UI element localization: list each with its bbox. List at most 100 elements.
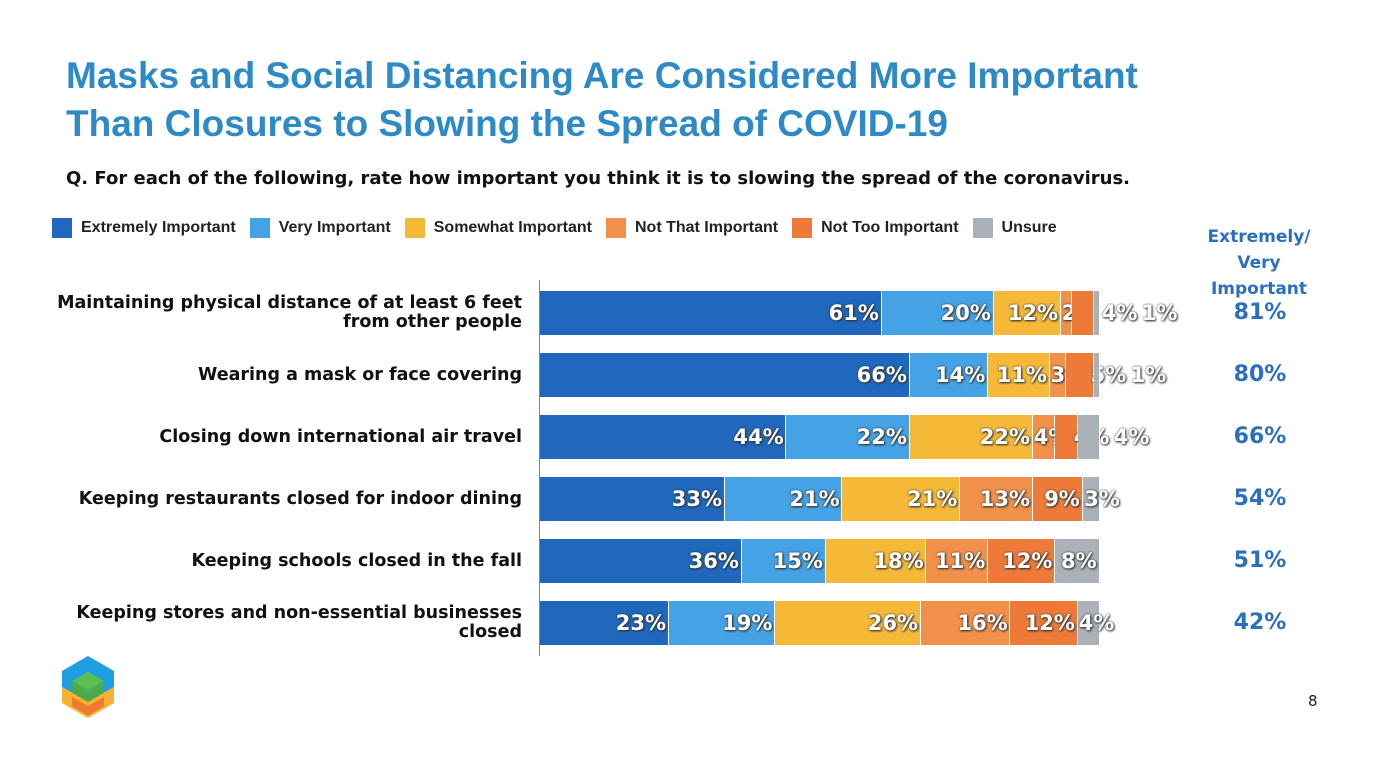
bar-segment xyxy=(1077,601,1100,645)
bar-segment xyxy=(1032,477,1084,521)
data-label: 66% xyxy=(856,363,907,387)
data-label: 3% xyxy=(1084,487,1120,511)
data-label: 44% xyxy=(733,425,784,449)
data-label: 4% xyxy=(1078,611,1115,635)
data-label: 4% xyxy=(1101,301,1138,325)
bar-segment xyxy=(1049,353,1067,397)
data-label: 14% xyxy=(935,363,986,387)
extremely-very-total: 66% xyxy=(1233,424,1287,449)
data-label: 22% xyxy=(856,425,907,449)
bar-segment xyxy=(775,601,921,645)
extremely-very-total: 42% xyxy=(1233,610,1287,635)
bar-segment xyxy=(540,353,910,397)
bar-segment xyxy=(540,291,882,335)
extremely-very-header: Extremely/ Very Important xyxy=(1207,227,1311,299)
data-label: 9% xyxy=(1044,487,1080,511)
category-label: Closing down international air travel xyxy=(159,426,522,447)
data-label: 12% xyxy=(1002,549,1053,573)
bar-segment xyxy=(842,477,960,521)
data-label: 12% xyxy=(1007,301,1059,325)
data-label: 36% xyxy=(688,549,739,573)
bar-segment xyxy=(1055,539,1100,583)
legend-swatch xyxy=(249,218,270,238)
legend-item: Not That Important xyxy=(605,218,778,238)
data-label: 20% xyxy=(940,301,991,325)
data-label: 16% xyxy=(957,611,1008,635)
data-label: 13% xyxy=(979,487,1031,511)
data-label: 18% xyxy=(873,549,924,573)
data-label: 21% xyxy=(907,487,958,511)
extremely-very-total: 54% xyxy=(1233,486,1287,511)
bar-segment xyxy=(1010,601,1078,645)
bar-segment xyxy=(960,477,1033,521)
bar-segment xyxy=(1066,353,1095,397)
bar-segment xyxy=(1072,291,1095,335)
legend-label: Not Too Important xyxy=(821,219,959,236)
bar-segment xyxy=(909,415,1033,459)
legend-label: Very Important xyxy=(278,219,391,236)
question-text: Q. For each of the following, rate how i… xyxy=(66,168,1131,189)
bar-segment xyxy=(724,477,843,521)
bar-segment xyxy=(1055,415,1078,459)
data-label: 33% xyxy=(671,487,723,511)
data-label: 22% xyxy=(979,425,1031,449)
data-label: 26% xyxy=(867,611,919,635)
legend-swatch xyxy=(605,218,626,238)
bar-segment xyxy=(1032,415,1056,459)
data-label: 21% xyxy=(789,487,840,511)
bar-segment xyxy=(540,415,787,459)
data-label: 23% xyxy=(615,611,667,635)
bar-segment xyxy=(993,291,1061,335)
legend-item: Somewhat Important xyxy=(404,218,592,238)
legend-item: Very Important xyxy=(249,218,391,238)
bar-segment xyxy=(786,415,910,459)
data-label: 61% xyxy=(828,301,879,325)
category-label: Keeping restaurants closed for indoor di… xyxy=(78,488,522,509)
data-label: 4% xyxy=(1113,425,1150,449)
extremely-very-total: 80% xyxy=(1233,362,1287,387)
bar-segment xyxy=(540,539,742,583)
bar-segment xyxy=(988,539,1056,583)
bar-segment xyxy=(1083,477,1100,521)
category-label: Keeping stores and non-essential busines… xyxy=(76,603,522,642)
legend-item: Extremely Important xyxy=(52,218,236,238)
data-label: 1% xyxy=(1130,363,1167,387)
bar-segment xyxy=(825,539,927,583)
legend-label: Unsure xyxy=(1001,219,1057,236)
bar-segment xyxy=(1077,415,1100,459)
legend-label: Somewhat Important xyxy=(433,219,592,236)
bar-segment xyxy=(668,601,776,645)
category-label: Keeping schools closed in the fall xyxy=(191,550,522,571)
data-label: 11% xyxy=(996,363,1047,387)
extremely-very-total: 81% xyxy=(1233,300,1287,325)
bar-segment xyxy=(988,353,1050,397)
data-label: 12% xyxy=(1024,611,1075,635)
data-label: 11% xyxy=(935,549,986,573)
company-logo-icon xyxy=(62,656,114,718)
legend-swatch xyxy=(792,218,813,238)
legend-swatch xyxy=(972,218,993,238)
bar-segment xyxy=(926,539,988,583)
bar-segment xyxy=(920,601,1011,645)
title-line-2: Than Closures to Slowing the Spread of C… xyxy=(66,103,948,144)
page-title: Masks and Social Distancing Are Consider… xyxy=(66,52,1138,148)
y-axis-line xyxy=(539,280,540,656)
legend-swatch xyxy=(52,218,72,238)
data-label: 19% xyxy=(722,611,773,635)
bar-segment xyxy=(1094,353,1100,397)
bar-segment xyxy=(540,477,725,521)
bar-segment xyxy=(909,353,988,397)
bar-segment xyxy=(540,601,669,645)
data-label: 8% xyxy=(1061,549,1097,573)
legend-item: Unsure xyxy=(972,218,1057,238)
legend-label: Extremely Important xyxy=(81,219,236,236)
bar-segment xyxy=(1060,291,1072,335)
data-label: 1% xyxy=(1141,301,1178,325)
bar-segment xyxy=(1094,291,1100,335)
legend-item: Not Too Important xyxy=(792,218,959,238)
category-label: Wearing a mask or face covering xyxy=(198,364,522,385)
legend: Extremely Important Very Important Somewha… xyxy=(52,218,1057,238)
bar-segment xyxy=(741,539,826,583)
page-number: 8 xyxy=(1308,692,1318,710)
legend-swatch xyxy=(404,218,425,238)
